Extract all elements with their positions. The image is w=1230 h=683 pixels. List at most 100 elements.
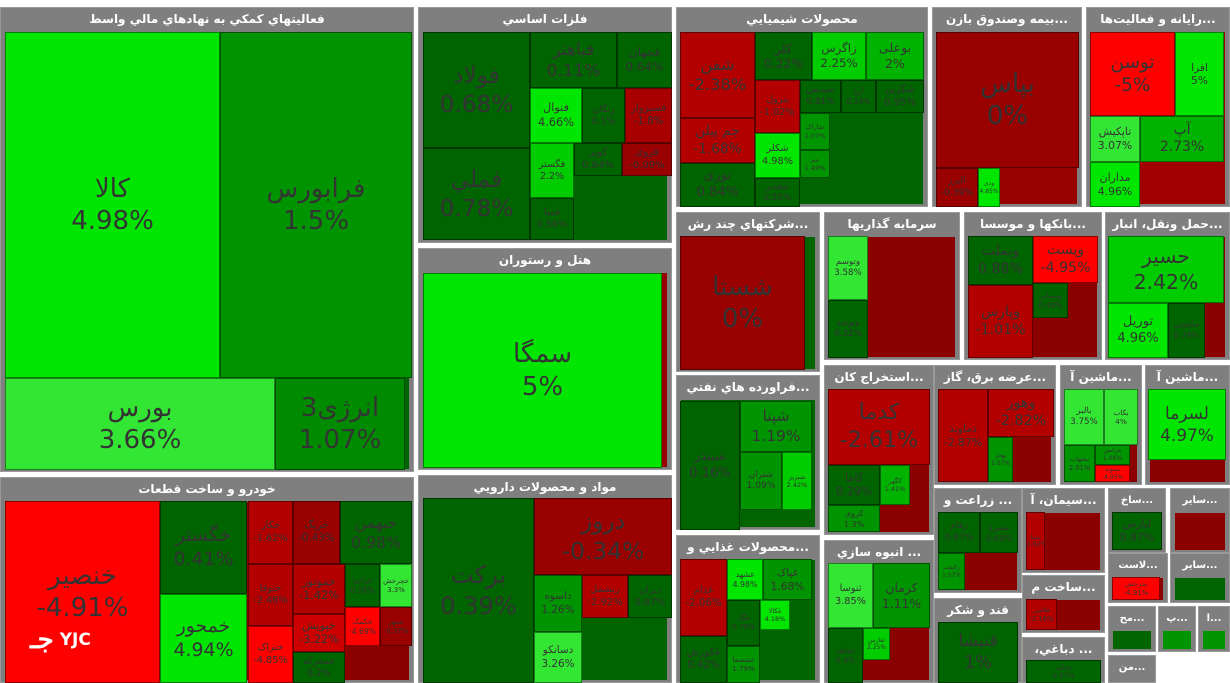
sector[interactable]: ...استخراج کان کدما -2.61% کاما 0.29% کگهر 1.4…	[824, 365, 934, 535]
stock-tile[interactable]: کاما 0.29%	[828, 465, 880, 505]
sector[interactable]: ...لاست پدرخش -4.91%	[1108, 553, 1168, 603]
stock-tile[interactable]: فنوال 4.66%	[530, 88, 582, 143]
stock-tile[interactable]: خچرخش 3.3%	[380, 564, 412, 607]
stock-tile[interactable]: کویر 0.84%	[574, 143, 622, 176]
sector[interactable]: ...شرکتهاي چند رش شستا 0%	[676, 212, 820, 372]
stock-tile[interactable]: دسانکو 3.26%	[534, 632, 582, 683]
sector[interactable]: سرمایه گذاریها وتوسم 3.58% وتوشه 0.32%	[824, 212, 960, 360]
stock-tile[interactable]: فباهنر 0.11%	[530, 32, 617, 88]
stock-tile[interactable]: کالا 4.98%	[5, 32, 220, 378]
stock-tile[interactable]: شکلر 4.98%	[755, 133, 800, 178]
sector[interactable]: ...بیمه وصندوق بازن بپاس 0% البرز -0.39% ودی 4…	[932, 7, 1082, 207]
stock-tile[interactable]: وبصادر 0.48%	[1033, 283, 1068, 318]
stock-tile[interactable]: شغدیر 0.55%	[755, 178, 800, 207]
stock-tile[interactable]: سیتا-2.92%	[1026, 512, 1045, 570]
stock-tile[interactable]: وهور -2.82%	[988, 389, 1054, 437]
stock-tile[interactable]: لسرما 4.97%	[1148, 389, 1226, 460]
sector[interactable]: قند و شکر قنیشا 1%	[934, 598, 1022, 683]
stock-tile[interactable]: ودی 4.85%	[978, 168, 1000, 207]
stock-tile[interactable]: فولاد 0.68%	[423, 32, 530, 148]
sector[interactable]: ...مح	[1108, 606, 1156, 652]
stock-tile[interactable]: دروز -0.34%	[534, 498, 672, 575]
stock-tile[interactable]: فسبزوار -1.8%	[625, 88, 672, 143]
stock-tile[interactable]: خموتور -1.42%	[293, 564, 345, 614]
stock-tile[interactable]: خکار -1.62%	[248, 501, 293, 564]
stock-tile[interactable]: بکاب 4%	[1104, 389, 1138, 445]
stock-tile[interactable]: البرز -0.39%	[936, 168, 978, 207]
stock-tile[interactable]: خریگ -0.43%	[293, 501, 340, 564]
stock-tile[interactable]: زفام 0.87%	[938, 512, 980, 553]
sector[interactable]: ...ماشین آ لسرما 4.97%	[1145, 365, 1230, 485]
stock-tile[interactable]: وپارس -1.01%	[968, 285, 1033, 358]
stock-tile[interactable]: فگستر 2.2%	[530, 143, 574, 198]
stock-tile[interactable]: زکشت 1.57%	[938, 553, 965, 590]
stock-tile[interactable]: زاگرس 2.25%	[812, 32, 866, 80]
stock-tile[interactable]: دماوند -2.87%	[938, 389, 988, 482]
stock-tile[interactable]: ثشاهد 0.4%	[828, 628, 863, 683]
stock-tile[interactable]: سمگا 5%	[423, 273, 662, 468]
stock-tile[interactable]: ختراک -4.85%	[248, 626, 293, 683]
sector[interactable]: ...پ	[1158, 606, 1196, 652]
stock-tile[interactable]: لپارس 0.87%	[1112, 512, 1162, 550]
stock-tile[interactable]: وتوشه 0.32%	[828, 300, 868, 358]
stock-tile[interactable]: بوعلی 2%	[866, 32, 924, 80]
stock-tile[interactable]: انرژی3 1.07%	[275, 378, 405, 470]
stock-tile[interactable]: کرمان 1.11%	[873, 563, 930, 628]
stock-tile[interactable]: غدام -2.06%	[680, 559, 727, 636]
stock-tile[interactable]: رنگان 0.1%	[582, 88, 625, 143]
stock-tile[interactable]: خکمک -4.69%	[345, 607, 380, 646]
stock-tile[interactable]: غشصفا 1.79%	[727, 646, 760, 683]
stock-tile[interactable]: آریا 0.19%	[841, 80, 876, 113]
stock-tile[interactable]: قنیشا 1%	[938, 622, 1018, 683]
stock-tile[interactable]: خمحرکه 0.2%	[293, 652, 345, 683]
sector[interactable]: ...من	[1108, 655, 1156, 683]
stock-tile[interactable]: خزامیا 0.28%	[345, 564, 380, 607]
stock-tile[interactable]: خنصیر -4.91%	[5, 501, 160, 683]
stock-tile[interactable]: ثنوسا 3.85%	[828, 563, 873, 628]
sector[interactable]: خودرو و ساخت قطعات خنصیر -4.91% خگستر 0.41% خ…	[0, 477, 414, 683]
stock-tile[interactable]: کدما -2.61%	[828, 389, 930, 465]
stock-tile[interactable]: غپاک 1.68%	[763, 559, 812, 600]
stock-tile[interactable]: خپویش -3.22%	[293, 614, 345, 652]
stock-tile[interactable]: غکالا 4.18%	[760, 600, 790, 630]
sector[interactable]: ... دباغي، وملی 0.57%	[1022, 637, 1105, 683]
stock-tile[interactable]: توسن -5%	[1090, 32, 1175, 116]
stock-tile[interactable]: شپدیس 0.81%	[800, 80, 841, 113]
stock-tile[interactable]: بالبر 3.75%	[1064, 389, 1104, 445]
sector[interactable]: ...حمل ونقل، انبار حسیر 2.42% توریل 4.96% حکش…	[1105, 212, 1230, 360]
sector[interactable]: ...سایر	[1170, 488, 1230, 553]
sector[interactable]: ...فراورده هاي نفتي شبندر 0.16% شپنا 1.19% شت…	[676, 375, 820, 530]
stock-tile[interactable]: جم 1.49%	[800, 150, 830, 178]
stock-tile[interactable]: شبریز 2.42%	[782, 452, 812, 510]
stock-tile[interactable]: دیران 0.87%	[628, 575, 672, 618]
stock-tile[interactable]: کلر 0.22%	[755, 32, 812, 80]
sector[interactable]: ...ا	[1198, 606, 1230, 652]
stock-tile[interactable]: بترانس 1.06%	[1095, 445, 1130, 465]
stock-tile[interactable]: برکت 0.39%	[423, 498, 534, 683]
stock-tile[interactable]: بورس 3.66%	[5, 378, 275, 470]
stock-tile[interactable]: بسوید -4.95%	[1095, 465, 1130, 482]
stock-tile[interactable]: شفن -2.38%	[680, 32, 755, 118]
stock-tile[interactable]: شپنا 1.19%	[740, 401, 812, 452]
stock-tile[interactable]: پترول -1.02%	[755, 80, 800, 133]
stock-tile[interactable]: سمرغ 0.69%	[980, 512, 1018, 553]
stock-tile[interactable]: نوری 0.84%	[680, 163, 755, 207]
stock-tile[interactable]: فروی -0.09%	[622, 143, 672, 176]
sector[interactable]: ...ساخت م فلامی -2.16%	[1022, 575, 1105, 633]
stock-tile[interactable]: شاراک 1.07%	[800, 113, 830, 150]
stock-tile[interactable]: وپست -4.95%	[1033, 236, 1098, 283]
stock-tile[interactable]: کگهر 1.41%	[880, 465, 910, 505]
sector[interactable]: فعالیتهاي كمكي به نهادهاي مالي واسط کالا 4…	[0, 7, 414, 472]
sector[interactable]: ...عرضه برق، گاز دماوند -2.87% وهور -2.82% به…	[934, 365, 1056, 485]
sector[interactable]: ... زراعت و زفام 0.87% سمرغ 0.69% زکشت 1.57%	[934, 488, 1022, 593]
sector[interactable]: ... انبوه سازي ثنوسا 3.85% کرمان 1.11% ثشاهد 0…	[824, 540, 934, 683]
sector[interactable]: فلزات اساسي فولاد 0.68% فملي 0.78% فباهنر 0.11…	[418, 7, 672, 243]
sector[interactable]: ...سیمان، آ سیتا-2.92%	[1022, 488, 1105, 573]
sector[interactable]: ...محصولات غذایي و غدام -2.06% غشهد 4.98% غپا…	[676, 535, 820, 683]
stock-tile[interactable]: ربشمل -2.92%	[582, 575, 628, 618]
stock-tile[interactable]: افرا 5%	[1175, 32, 1224, 116]
stock-tile[interactable]: مداران 4.96%	[1090, 162, 1140, 207]
sector[interactable]: ...رایانه و فعالیت‌ها توسن -5% افرا 5% تاپکیش…	[1086, 7, 1230, 207]
stock-tile[interactable]: خگستر 0.41%	[160, 501, 247, 594]
stock-tile[interactable]: بشهاب 2.01%	[1064, 445, 1095, 482]
